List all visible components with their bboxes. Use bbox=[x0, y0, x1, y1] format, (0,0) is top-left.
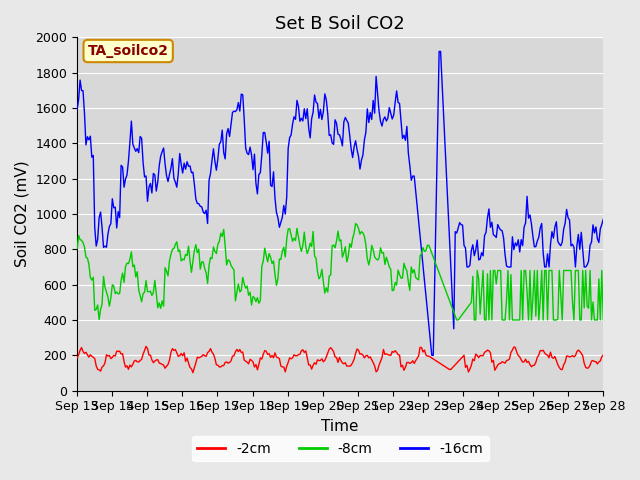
Y-axis label: Soil CO2 (mV): Soil CO2 (mV) bbox=[15, 161, 30, 267]
Title: Set B Soil CO2: Set B Soil CO2 bbox=[275, 15, 405, 33]
Legend: -2cm, -8cm, -16cm: -2cm, -8cm, -16cm bbox=[192, 436, 488, 461]
Text: TA_soilco2: TA_soilco2 bbox=[88, 44, 169, 58]
X-axis label: Time: Time bbox=[321, 419, 359, 434]
